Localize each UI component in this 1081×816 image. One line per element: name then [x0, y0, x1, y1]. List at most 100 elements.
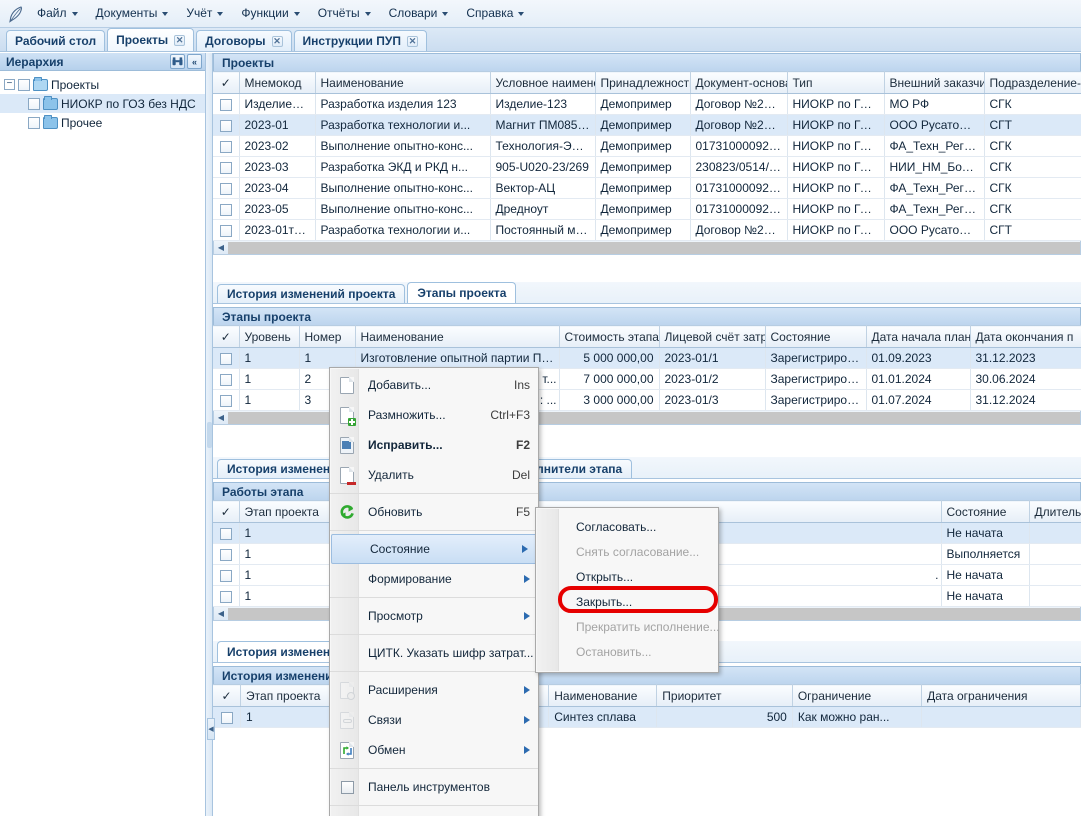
tab-project-stages[interactable]: Этапы проекта [407, 282, 517, 303]
menu-item-delete[interactable]: Удалить Del [330, 460, 538, 490]
scroll-left-icon[interactable]: ◀ [217, 243, 225, 252]
tree-node-niokr[interactable]: НИОКР по ГОЗ без НДС [0, 94, 205, 113]
projects-horizontal-scrollbar[interactable]: ◀ [213, 241, 1081, 255]
row-checkbox[interactable] [219, 548, 232, 561]
row-checkbox-cell[interactable] [213, 219, 240, 241]
row-checkbox-cell[interactable] [213, 543, 240, 565]
column-check-all[interactable]: ✓ [213, 71, 240, 94]
row-checkbox[interactable] [219, 182, 232, 195]
column-priority[interactable]: Приоритет [656, 684, 793, 707]
column-state[interactable]: Состояние [941, 500, 1030, 523]
menu-accounting[interactable]: Учёт [177, 2, 232, 25]
menu-item-links[interactable]: Связи [330, 705, 538, 735]
row-checkbox[interactable] [219, 373, 232, 386]
column-restriction[interactable]: Ограничение [792, 684, 923, 707]
submenu-item-approve[interactable]: Согласовать... [536, 514, 718, 539]
table-row[interactable]: 2023-01тест Разработка технологии и... П… [213, 219, 1081, 241]
row-checkbox[interactable] [220, 711, 233, 724]
column-name[interactable]: Наименование [355, 325, 560, 348]
tab-contracts[interactable]: Договоры ✕ [196, 30, 292, 51]
column-number[interactable]: Номер [299, 325, 356, 348]
menu-item-duplicate[interactable]: Размножить... Ctrl+F3 [330, 400, 538, 430]
table-row[interactable]: 2023-05 Выполнение опытно-конс... Дредно… [213, 198, 1081, 220]
menu-item-refresh[interactable]: Обновить F5 [330, 497, 538, 527]
row-checkbox-cell[interactable] [213, 368, 240, 390]
tree-node-projects[interactable]: − Проекты [0, 75, 205, 94]
row-checkbox[interactable] [219, 590, 232, 603]
row-checkbox-cell[interactable] [213, 177, 240, 199]
row-checkbox-cell[interactable] [213, 156, 240, 178]
table-row[interactable]: 2023-04 Выполнение опытно-конс... Вектор… [213, 177, 1081, 199]
tree-node-checkbox[interactable] [18, 78, 30, 91]
row-checkbox-cell[interactable] [213, 135, 240, 157]
menu-item-edit[interactable]: Исправить... F2 [330, 430, 538, 460]
column-cost-account[interactable]: Лицевой счёт затрат. [659, 325, 766, 348]
column-mnemocode[interactable]: Мнемокод [239, 71, 316, 94]
close-icon[interactable]: ✕ [271, 35, 283, 47]
column-project-stage[interactable]: Этап проекта [239, 500, 340, 523]
double-chevron-left-icon[interactable]: « [187, 54, 202, 69]
row-checkbox-cell[interactable] [213, 585, 240, 607]
column-project-stage[interactable]: Этап проекта [240, 684, 347, 707]
menu-item-extensions[interactable]: Расширения [330, 675, 538, 705]
row-checkbox[interactable] [219, 203, 232, 216]
column-plan-duration[interactable]: Длительность план [1029, 500, 1081, 523]
tab-project-change-history[interactable]: История изменений проекта [217, 284, 406, 303]
table-row[interactable]: 2023-02 Выполнение опытно-конс... Технол… [213, 135, 1081, 157]
menu-item-toolbar[interactable]: Панель инструментов [330, 772, 538, 802]
row-checkbox[interactable] [219, 352, 232, 365]
menu-reports[interactable]: Отчёты [309, 2, 380, 25]
tree-node-other[interactable]: Прочее [0, 113, 205, 132]
column-responsible-unit[interactable]: Подразделение-от [984, 71, 1081, 94]
collapse-node-icon[interactable]: − [4, 79, 15, 90]
tab-desktop[interactable]: Рабочий стол [6, 30, 106, 51]
column-level[interactable]: Уровень [239, 325, 300, 348]
submenu-item-open[interactable]: Открыть... [536, 564, 718, 589]
tree-node-checkbox[interactable] [28, 97, 40, 110]
column-state[interactable]: Состояние [765, 325, 867, 348]
column-conditional-name[interactable]: Условное наименова [490, 71, 596, 94]
history-collapse-handle[interactable]: ◀ [207, 718, 215, 740]
table-row[interactable]: 2023-01 Разработка технологии и... Магни… [213, 114, 1081, 136]
tree-node-checkbox[interactable] [28, 116, 40, 129]
row-checkbox-cell[interactable] [213, 198, 240, 220]
tab-projects[interactable]: Проекты ✕ [107, 28, 195, 51]
menu-item-formation[interactable]: Формирование [330, 564, 538, 594]
menu-item-add[interactable]: Добавить... Ins [330, 370, 538, 400]
row-checkbox[interactable] [219, 527, 232, 540]
column-check-all[interactable]: ✓ [213, 325, 240, 348]
menu-file[interactable]: Файл [28, 2, 87, 25]
column-stage-cost[interactable]: Стоимость этапа [559, 325, 660, 348]
column-check-all[interactable]: ✓ [213, 684, 242, 707]
row-checkbox[interactable] [219, 394, 232, 407]
menu-item-state[interactable]: Состояние [331, 534, 537, 564]
menu-functions[interactable]: Функции [232, 2, 308, 25]
row-checkbox-cell[interactable] [213, 389, 240, 411]
splitter-grip[interactable] [207, 421, 212, 448]
column-external-customer[interactable]: Внешний заказчик [884, 71, 985, 94]
column-name[interactable]: Наименование [548, 684, 658, 707]
column-plan-start-date[interactable]: Дата начала план [866, 325, 971, 348]
column-belonging[interactable]: Принадлежность [595, 71, 691, 94]
column-name[interactable]: Наименование [315, 71, 491, 94]
table-row[interactable]: Изделие123 Разработка изделия 123 Издели… [213, 93, 1081, 115]
menu-dictionaries[interactable]: Словари [380, 2, 458, 25]
column-check-all[interactable]: ✓ [213, 500, 240, 523]
close-icon[interactable]: ✕ [174, 34, 186, 46]
column-restriction-date[interactable]: Дата ограничения [921, 684, 1081, 707]
column-type[interactable]: Тип [787, 71, 885, 94]
column-basis-document[interactable]: Документ-основан [690, 71, 788, 94]
table-row[interactable]: 1 1 Изготовление опытной партии ПМ0... 5… [213, 347, 1081, 369]
row-checkbox-cell[interactable] [213, 114, 240, 136]
close-icon[interactable]: ✕ [406, 35, 418, 47]
menu-item-view[interactable]: Просмотр [330, 601, 538, 631]
scroll-left-icon[interactable]: ◀ [217, 609, 225, 618]
row-checkbox-cell[interactable] [213, 522, 240, 544]
menu-help[interactable]: Справка [457, 2, 533, 25]
menu-item-settings[interactable]: Настройки... Alt+Enter [330, 809, 538, 816]
scroll-track[interactable] [228, 241, 1080, 254]
row-checkbox[interactable] [219, 161, 232, 174]
vertical-splitter[interactable] [206, 53, 213, 816]
row-checkbox[interactable] [219, 224, 232, 237]
table-row[interactable]: 2023-03 Разработка ЭКД и РКД н... 905-U0… [213, 156, 1081, 178]
